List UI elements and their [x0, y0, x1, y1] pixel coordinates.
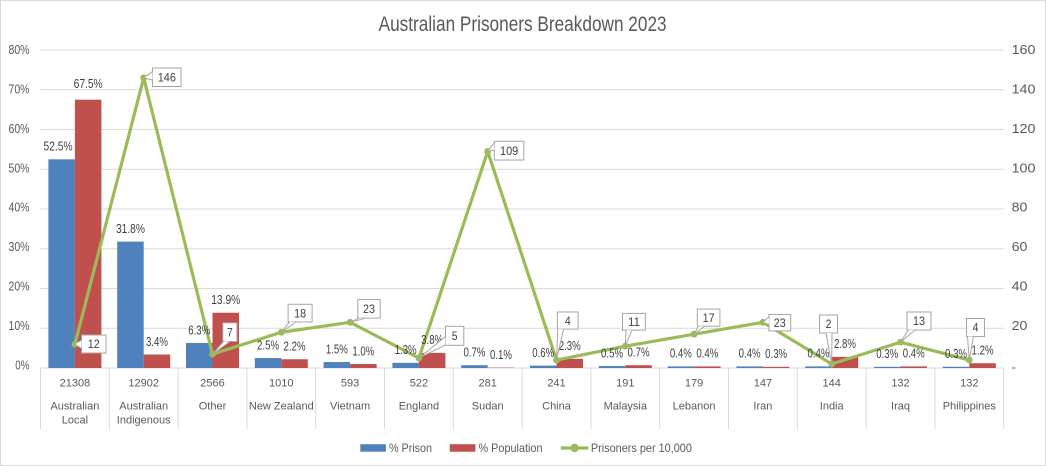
svg-text:18: 18	[294, 306, 306, 320]
svg-text:4: 4	[973, 321, 979, 335]
svg-text:New Zealand: New Zealand	[249, 401, 314, 413]
svg-text:2: 2	[826, 317, 832, 331]
svg-text:2.3%: 2.3%	[559, 339, 581, 353]
svg-text:144: 144	[823, 377, 841, 389]
svg-text:1.3%: 1.3%	[395, 343, 417, 357]
svg-text:2.5%: 2.5%	[257, 338, 279, 352]
svg-text:1010: 1010	[269, 377, 293, 389]
svg-text:20: 20	[1012, 319, 1028, 333]
svg-text:0.7%: 0.7%	[463, 346, 485, 360]
svg-text:0.4%: 0.4%	[739, 347, 761, 361]
svg-text:Local: Local	[62, 414, 88, 426]
svg-text:Other: Other	[199, 401, 227, 413]
svg-text:3.4%: 3.4%	[146, 335, 168, 349]
svg-text:70%: 70%	[9, 82, 30, 96]
svg-text:11: 11	[628, 315, 640, 329]
svg-text:Australian: Australian	[119, 401, 168, 413]
svg-text:60%: 60%	[9, 122, 30, 136]
svg-text:0.3%: 0.3%	[876, 347, 898, 361]
svg-text:23: 23	[363, 302, 375, 316]
svg-text:109: 109	[500, 144, 518, 158]
svg-text:281: 281	[479, 377, 497, 389]
svg-text:2.8%: 2.8%	[834, 337, 856, 351]
svg-text:80: 80	[1012, 201, 1028, 215]
svg-text:Australian: Australian	[50, 401, 99, 413]
svg-text:140: 140	[1012, 82, 1036, 96]
svg-text:13.9%: 13.9%	[211, 293, 240, 307]
svg-text:179: 179	[685, 377, 703, 389]
svg-text:146: 146	[158, 71, 176, 85]
svg-text:0%: 0%	[15, 359, 29, 373]
svg-text:50%: 50%	[9, 161, 30, 175]
svg-text:241: 241	[547, 377, 565, 389]
svg-text:England: England	[399, 401, 439, 413]
svg-text:0.1%: 0.1%	[490, 348, 512, 362]
svg-text:0.6%: 0.6%	[532, 346, 554, 360]
svg-text:1.2%: 1.2%	[972, 344, 994, 358]
svg-text:132: 132	[960, 377, 978, 389]
svg-text:132: 132	[891, 377, 909, 389]
svg-text:0.4%: 0.4%	[807, 347, 829, 361]
svg-text:12902: 12902	[128, 377, 159, 389]
svg-text:160: 160	[1012, 43, 1036, 57]
svg-text:Philippines: Philippines	[943, 401, 997, 413]
svg-text:30%: 30%	[9, 240, 30, 254]
svg-text:2566: 2566	[200, 377, 224, 389]
svg-text:0.7%: 0.7%	[628, 346, 650, 360]
svg-text:Prisoners per 10,000: Prisoners per 10,000	[591, 441, 692, 455]
svg-text:2.2%: 2.2%	[284, 340, 306, 354]
svg-text:12: 12	[88, 337, 100, 351]
svg-text:Australian Prisoners Breakdown: Australian Prisoners Breakdown 2023	[379, 12, 667, 36]
svg-text:0.4%: 0.4%	[696, 347, 718, 361]
svg-text:Indigenous: Indigenous	[117, 414, 171, 426]
svg-text:40%: 40%	[9, 201, 30, 215]
svg-text:593: 593	[341, 377, 359, 389]
svg-text:1.0%: 1.0%	[352, 344, 374, 358]
svg-text:120: 120	[1012, 122, 1036, 136]
svg-text:80%: 80%	[9, 43, 30, 57]
svg-text:522: 522	[410, 377, 428, 389]
svg-text:0.3%: 0.3%	[765, 347, 787, 361]
svg-text:67.5%: 67.5%	[74, 77, 103, 91]
svg-text:% Population: % Population	[479, 441, 543, 455]
svg-text:0.3%: 0.3%	[945, 347, 967, 361]
svg-text:Iraq: Iraq	[891, 401, 910, 413]
svg-text:40: 40	[1012, 280, 1028, 294]
svg-text:191: 191	[616, 377, 634, 389]
svg-text:-: -	[1012, 361, 1016, 375]
svg-text:Vietnam: Vietnam	[330, 401, 370, 413]
svg-text:23: 23	[774, 316, 786, 330]
svg-text:147: 147	[754, 377, 772, 389]
svg-text:52.5%: 52.5%	[44, 140, 73, 154]
svg-text:India: India	[820, 401, 845, 413]
svg-text:% Prison: % Prison	[389, 441, 432, 455]
svg-text:Lebanon: Lebanon	[673, 401, 716, 413]
svg-text:1.5%: 1.5%	[326, 342, 348, 356]
svg-text:Iran: Iran	[753, 401, 772, 413]
svg-text:100: 100	[1012, 161, 1036, 175]
svg-text:Sudan: Sudan	[472, 401, 504, 413]
svg-text:20%: 20%	[9, 280, 30, 294]
svg-text:13: 13	[913, 314, 925, 328]
svg-text:Malaysia: Malaysia	[604, 401, 648, 413]
svg-text:6.3%: 6.3%	[188, 323, 210, 337]
svg-text:0.4%: 0.4%	[670, 347, 692, 361]
svg-text:7: 7	[227, 325, 233, 339]
svg-text:China: China	[542, 401, 572, 413]
svg-text:0.4%: 0.4%	[903, 347, 925, 361]
svg-text:10%: 10%	[9, 319, 30, 333]
svg-text:0.5%: 0.5%	[601, 346, 623, 360]
svg-text:5: 5	[452, 329, 458, 343]
svg-text:60: 60	[1012, 240, 1028, 254]
svg-text:4: 4	[565, 314, 571, 328]
svg-text:31.8%: 31.8%	[116, 222, 145, 236]
svg-text:21308: 21308	[60, 377, 91, 389]
svg-text:17: 17	[703, 311, 715, 325]
